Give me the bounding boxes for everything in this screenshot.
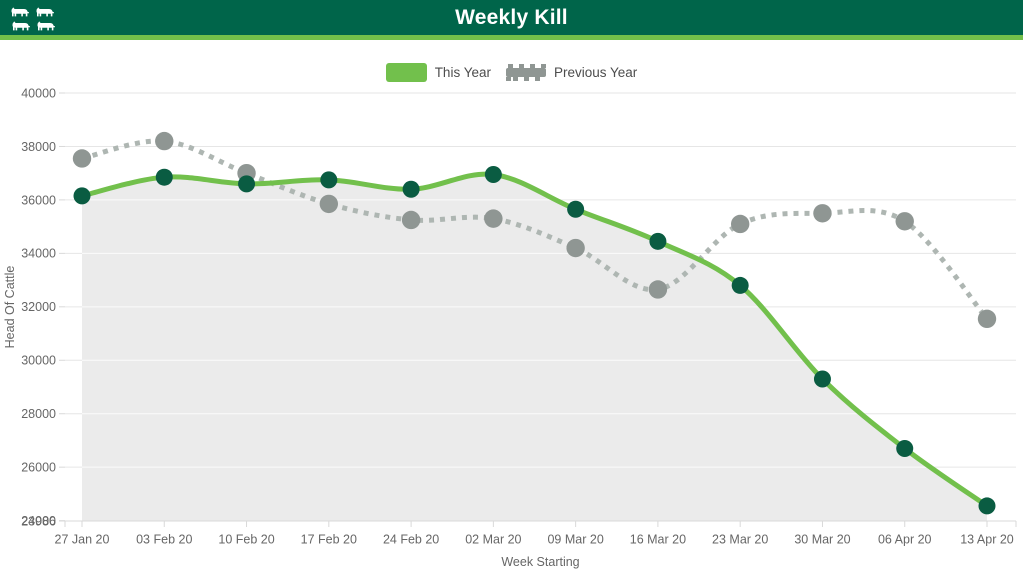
page-title: Weekly Kill xyxy=(455,6,568,29)
this-year-point[interactable] xyxy=(73,187,91,205)
y-tick-label: 23986 xyxy=(21,514,56,528)
this-year-point[interactable] xyxy=(567,200,585,218)
y-tick-label: 32000 xyxy=(21,300,56,314)
x-tick-label: 13 Apr 20 xyxy=(960,532,1014,546)
x-axis-title: Week Starting xyxy=(501,555,579,569)
previous-year-point[interactable] xyxy=(730,214,750,234)
this-year-point[interactable] xyxy=(731,276,749,294)
previous-year-point[interactable] xyxy=(72,149,92,168)
y-tick-label: 38000 xyxy=(21,140,56,154)
y-tick-label: 24000 xyxy=(21,514,56,528)
x-tick-label: 17 Feb 20 xyxy=(301,532,357,546)
this-year-point[interactable] xyxy=(813,370,831,388)
this-year-point[interactable] xyxy=(320,171,338,189)
x-tick-label: 10 Feb 20 xyxy=(218,532,274,546)
this-year-point[interactable] xyxy=(155,168,173,186)
this-year-area-fill xyxy=(82,174,987,521)
this-year-point[interactable] xyxy=(978,497,996,515)
legend-item-this-year[interactable]: This Year xyxy=(385,63,491,82)
previous-year-point[interactable] xyxy=(401,210,421,230)
y-tick-label: 30000 xyxy=(21,354,56,368)
this-year-point[interactable] xyxy=(649,232,667,250)
x-tick-label: 27 Jan 20 xyxy=(55,532,110,546)
x-tick-label: 09 Mar 20 xyxy=(547,532,603,546)
x-tick-label: 16 Mar 20 xyxy=(630,532,686,546)
previous-year-point[interactable] xyxy=(319,194,339,214)
x-tick-label: 24 Feb 20 xyxy=(383,532,439,546)
previous-year-point[interactable] xyxy=(648,280,668,299)
chart-legend: This Year Previous Year xyxy=(0,63,1023,82)
this-year-point[interactable] xyxy=(484,166,502,184)
this-year-point[interactable] xyxy=(238,175,256,193)
legend-label-this-year: This Year xyxy=(434,65,491,80)
previous-year-point[interactable] xyxy=(977,309,997,329)
y-axis-title: Head Of Cattle xyxy=(3,266,17,349)
previous-year-point[interactable] xyxy=(484,209,503,228)
this-year-point[interactable] xyxy=(896,439,914,457)
x-tick-label: 30 Mar 20 xyxy=(794,532,850,546)
this-year-point[interactable] xyxy=(402,180,420,198)
previous-year-point[interactable] xyxy=(895,212,914,231)
y-tick-label: 34000 xyxy=(21,247,56,261)
legend-item-previous-year[interactable]: Previous Year xyxy=(505,64,638,81)
x-tick-label: 02 Mar 20 xyxy=(465,532,521,546)
y-tick-label: 28000 xyxy=(21,407,56,421)
y-tick-label: 26000 xyxy=(21,461,56,475)
previous-year-line[interactable] xyxy=(81,138,989,321)
x-tick-label: 03 Feb 20 xyxy=(136,532,192,546)
x-tick-label: 23 Mar 20 xyxy=(712,532,768,546)
legend-label-previous-year: Previous Year xyxy=(553,65,638,80)
cattle-icon xyxy=(11,7,55,31)
previous-year-point[interactable] xyxy=(566,238,585,258)
previous-year-point[interactable] xyxy=(813,204,832,223)
legend-swatch-previous-year xyxy=(505,64,546,81)
legend-swatch-this-year xyxy=(385,63,427,82)
y-tick-label: 36000 xyxy=(21,193,56,207)
x-tick-label: 06 Apr 20 xyxy=(878,532,932,546)
y-tick-label: 40000 xyxy=(21,86,56,100)
previous-year-point[interactable] xyxy=(155,131,174,151)
app-header: Weekly Kill xyxy=(0,0,1023,40)
